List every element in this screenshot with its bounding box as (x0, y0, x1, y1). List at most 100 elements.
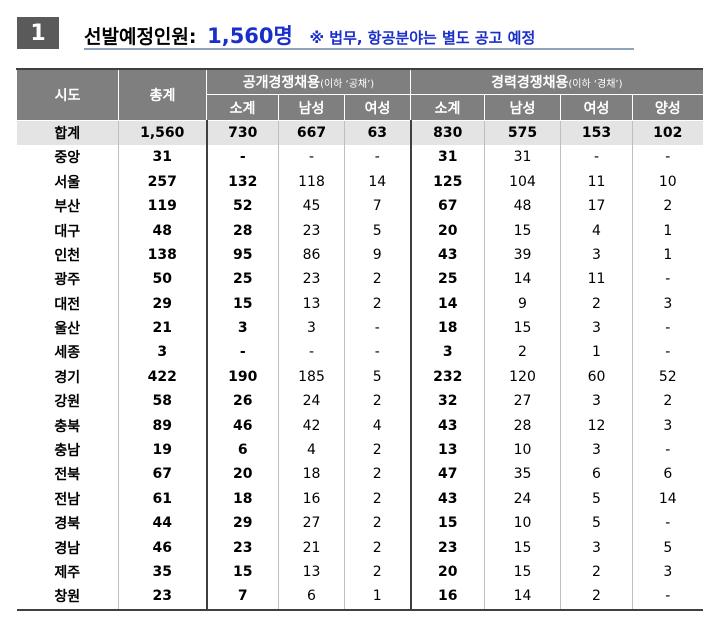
cell-sido: 창원 (16, 584, 119, 611)
table-cell: 95 (205, 242, 279, 268)
table-cell: 118 (278, 169, 345, 194)
table-cell: 102 (632, 120, 703, 146)
table-cell: 7 (205, 584, 279, 611)
table-cell: 18 (409, 315, 485, 341)
table-cell: 185 (278, 364, 345, 390)
table-cell: 153 (560, 120, 633, 146)
table-row: 부산 119 52 45 7 67 48 17 2 (16, 193, 703, 219)
table-cell: 15 (409, 511, 485, 536)
table-cell: 23 (278, 218, 345, 243)
table-row: 전북 67 20 18 2 47 35 6 6 (16, 462, 703, 487)
header-open-subtotal: 소계 (206, 94, 279, 121)
header-career-both: 양성 (631, 94, 703, 121)
title-label: 선발예정인원: (84, 26, 197, 48)
cell-sido: 광주 (16, 267, 119, 292)
cell-sido: 충남 (16, 437, 119, 463)
table-cell: 3 (560, 437, 633, 463)
table-cell: 1 (560, 340, 633, 365)
table-cell: 3 (560, 535, 633, 560)
table-cell: 31 (118, 145, 207, 170)
table-cell: 15 (484, 315, 561, 341)
table-cell: 63 (344, 120, 411, 146)
table-cell: 19 (118, 437, 207, 463)
table-cell: - (665, 271, 671, 288)
table-row: 서울 257 132 118 14 125 104 11 10 (16, 169, 703, 194)
table-cell: 190 (205, 364, 279, 390)
table-cell: 2 (344, 486, 411, 512)
table-cell: 6 (663, 466, 673, 483)
cell-sido: 대구 (16, 218, 119, 243)
table-cell: 257 (118, 169, 207, 194)
cell-sido: 충북 (16, 413, 119, 438)
cell-sido: 중앙 (16, 145, 119, 170)
table-cell: 24 (278, 389, 345, 414)
table-row: 강원 58 26 24 2 32 27 3 2 (16, 389, 703, 414)
table-cell: 21 (118, 315, 207, 341)
table-cell: 125 (409, 169, 485, 194)
table-cell: 10 (484, 511, 561, 536)
table-cell: - (665, 320, 671, 337)
table-cell: 15 (205, 291, 279, 316)
section-title: 선발예정인원: 1,560명 ※ 법무, 항공분야는 별도 공고 예정 (84, 20, 535, 50)
table-cell: 4 (278, 437, 345, 463)
table-cell: 67 (118, 462, 207, 487)
table-cell: 45 (278, 193, 345, 219)
table-cell: 11 (560, 169, 633, 194)
table-cell: - (205, 145, 279, 170)
table-cell: 21 (278, 535, 345, 560)
cell-sido: 전남 (16, 486, 119, 512)
table-cell: - (344, 315, 411, 341)
table-cell: 14 (484, 584, 561, 611)
table-cell: 119 (118, 193, 207, 219)
table-row: 울산 21 3 3-18 15 3- (16, 315, 703, 341)
table-cell: 42 (278, 413, 345, 438)
table-cell: 26 (205, 389, 279, 414)
table-cell: 730 (205, 120, 279, 146)
table-cell: 12 (560, 413, 633, 438)
header-open-male: 남성 (278, 94, 345, 121)
table-cell: 9 (484, 291, 561, 316)
table-cell: 422 (118, 364, 207, 390)
table-cell: 3 (663, 564, 673, 580)
cell-sido: 부산 (16, 193, 119, 219)
table-cell: - (560, 145, 633, 170)
table-cell: 2 (560, 291, 633, 316)
cell-sido: 대전 (16, 291, 119, 316)
table-row: 경남 46 23 21 2 23 15 3 5 (16, 535, 703, 560)
header-career-male: 남성 (484, 94, 561, 121)
table-cell: 32 (409, 389, 485, 414)
table-cell: - (665, 149, 671, 166)
table-cell: 1 (344, 584, 411, 611)
recruitment-table: 시도 총계 공개경쟁채용(이하 ‘공채’) 경력경쟁채용(이하 ‘경채’) 소계… (16, 67, 703, 611)
table-cell: 2 (344, 267, 411, 292)
table-cell: 232 (409, 364, 485, 390)
table-cell: 830 (409, 120, 485, 146)
table-cell: 46 (118, 535, 207, 560)
table-cell: 20 (205, 462, 279, 487)
table-cell: 1 (663, 222, 673, 239)
cell-sido: 서울 (16, 169, 119, 194)
table-cell: 2 (344, 535, 411, 560)
table-cell: 28 (484, 413, 561, 438)
table-cell: 6 (205, 437, 279, 463)
table-row: 제주 35 15 13 2 20 15 2 3 (16, 559, 703, 585)
cell-sido: 울산 (16, 315, 119, 341)
cell-sido: 인천 (16, 242, 119, 268)
total-row: 합계 1,560 730 667 63 830 575 153 102 (16, 120, 703, 146)
table-cell: 2 (663, 198, 673, 215)
table-cell: 14 (344, 169, 411, 194)
table-cell: 120 (484, 364, 561, 390)
table-cell: 29 (118, 291, 207, 316)
table-cell: 3 (560, 315, 633, 341)
table-cell: 31 (484, 145, 561, 170)
table-cell: 138 (118, 242, 207, 268)
cell-sido: 세종 (16, 340, 119, 365)
table-cell: - (665, 344, 671, 361)
table-cell: 23 (409, 535, 485, 560)
table-row: 충남 19 6 4 2 13 10 3 - (16, 437, 703, 463)
table-cell: 4 (344, 413, 411, 438)
header-open-group: 공개경쟁채용(이하 ‘공채’) (206, 68, 411, 96)
header-total: 총계 (118, 67, 207, 121)
table-cell: 16 (409, 584, 485, 611)
table-cell: 7 (344, 193, 411, 219)
